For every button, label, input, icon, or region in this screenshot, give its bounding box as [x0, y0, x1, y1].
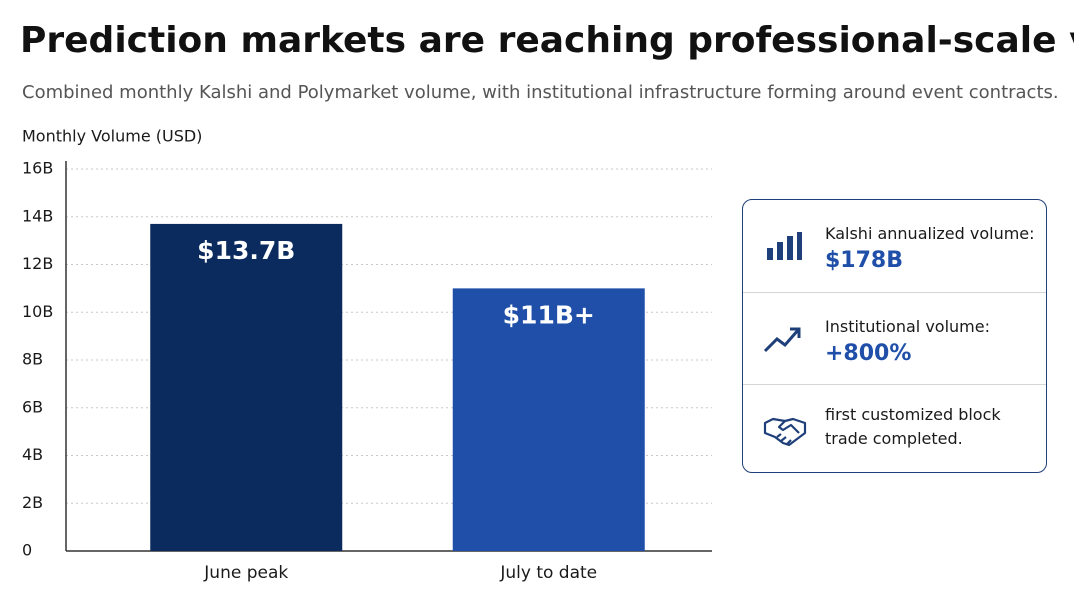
value-label: $11B+ [503, 300, 595, 329]
stat-item: Institutional volume: +800% [743, 292, 1046, 384]
y-tick-label: 12B [22, 254, 53, 273]
y-tick-label: 4B [22, 445, 43, 464]
bar [150, 223, 343, 551]
trend-icon [763, 327, 801, 353]
stat-label: first customized block trade completed. [825, 405, 1001, 448]
y-tick-label: 16B [22, 159, 53, 178]
bar [452, 288, 645, 551]
handshake-icon [763, 417, 807, 447]
y-tick-label: 8B [22, 350, 43, 369]
stat-label: Institutional volume: [825, 317, 990, 336]
y-tick-label: 0 [22, 541, 32, 560]
stat-label: Kalshi annualized volume: [825, 224, 1035, 243]
stat-item: first customized block trade completed. [743, 384, 1046, 476]
stat-value: $178B [825, 248, 903, 273]
y-tick-label: 2B [22, 493, 43, 512]
x-tick-label: June peak [203, 563, 288, 583]
value-label: $13.7B [197, 236, 295, 265]
y-tick-label: 14B [22, 206, 53, 225]
stat-value: +800% [825, 341, 912, 366]
x-tick-label: July to date [499, 563, 597, 583]
chart-title: Prediction markets are reaching professi… [20, 20, 1074, 61]
y-tick-label: 10B [22, 302, 53, 321]
y-tick-label: 6B [22, 397, 43, 416]
chart-subtitle: Combined monthly Kalshi and Polymarket v… [22, 82, 1059, 103]
y-axis-label: Monthly Volume (USD) [22, 127, 202, 146]
bar-icon [767, 232, 802, 260]
stats-panel: Kalshi annualized volume: $178B Instituti… [742, 199, 1047, 473]
stat-item: Kalshi annualized volume: $178B [743, 200, 1046, 291]
